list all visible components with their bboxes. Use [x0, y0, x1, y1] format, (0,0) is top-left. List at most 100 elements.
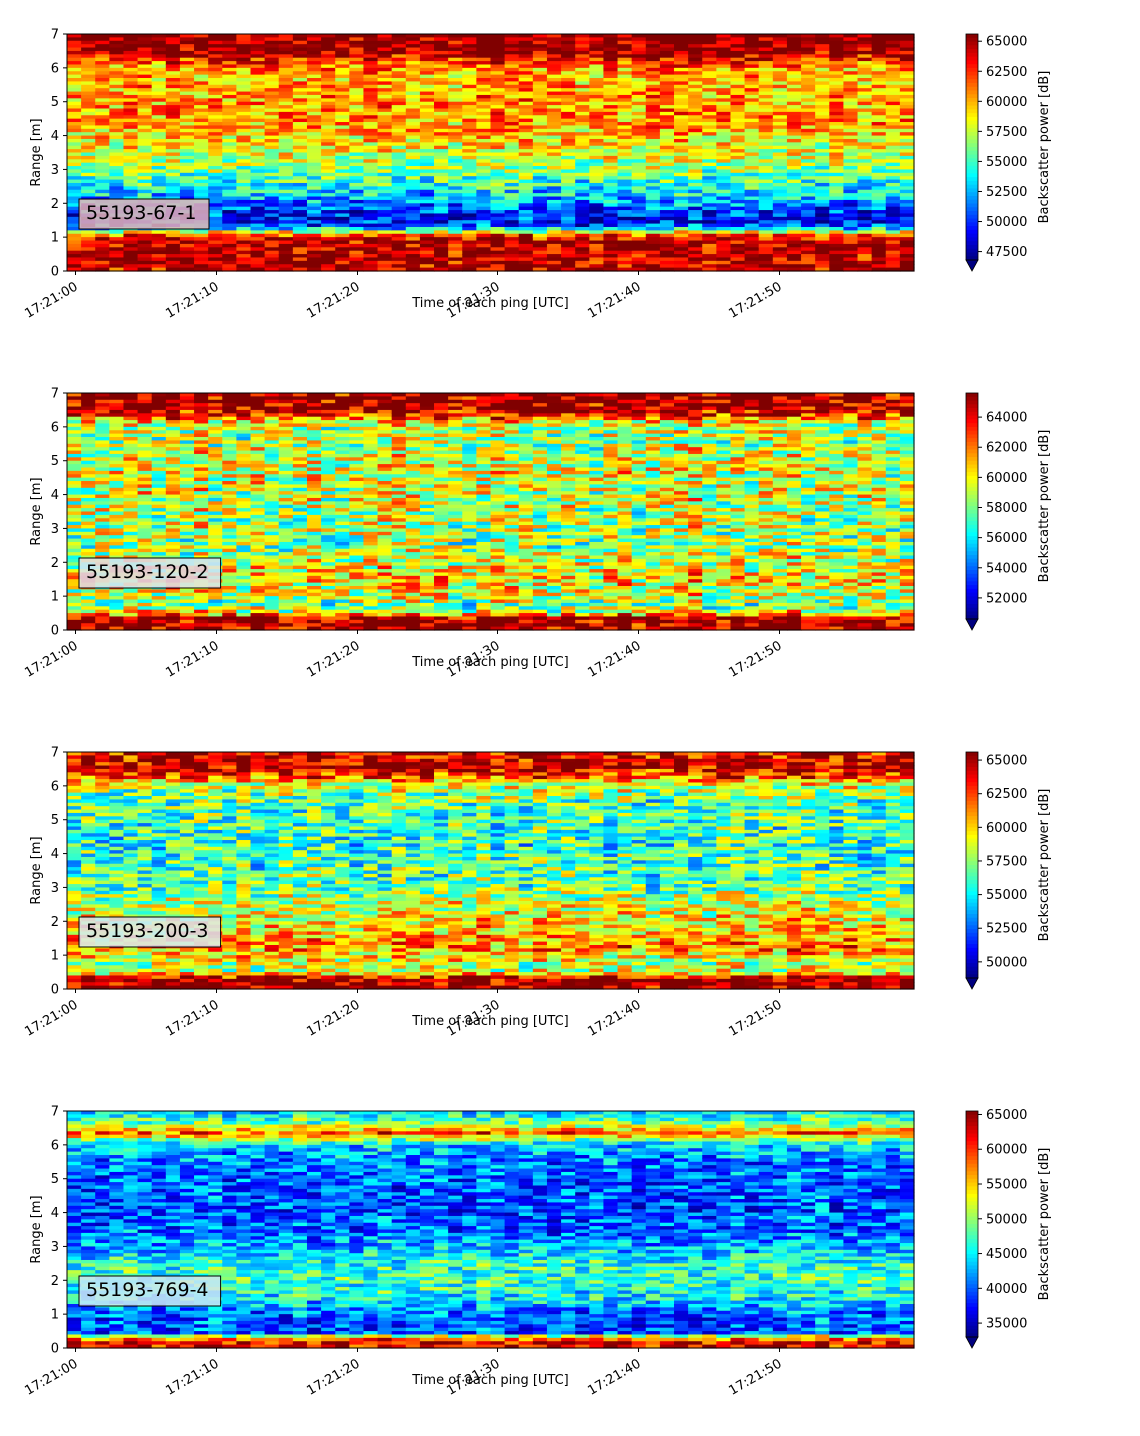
heatmap-cell — [179, 159, 195, 164]
heatmap-cell — [67, 213, 82, 218]
heatmap-cell — [815, 247, 830, 252]
heatmap-cell — [137, 426, 153, 431]
heatmap-cell — [448, 111, 463, 116]
heatmap-cell — [645, 243, 661, 248]
heatmap-cell — [448, 37, 463, 42]
heatmap-cell — [236, 78, 252, 82]
heatmap-cell — [758, 37, 774, 42]
heatmap-cell — [674, 162, 689, 167]
heatmap-cell — [829, 128, 845, 133]
heatmap-cell — [165, 149, 181, 154]
heatmap-cell — [377, 193, 393, 198]
heatmap-cell — [95, 430, 110, 435]
heatmap-cell — [222, 91, 237, 96]
heatmap-cell — [292, 206, 308, 211]
heatmap-cell — [67, 555, 82, 560]
heatmap-cell — [377, 199, 393, 204]
heatmap-cell — [885, 84, 901, 89]
heatmap-cell — [306, 189, 322, 194]
heatmap-cell — [405, 162, 421, 167]
heatmap-cell — [405, 111, 421, 116]
heatmap-cell — [645, 260, 661, 265]
heatmap-cell — [67, 155, 82, 160]
heatmap-cell — [772, 152, 788, 157]
heatmap-cell — [730, 176, 746, 181]
heatmap-cell — [462, 240, 477, 245]
heatmap-cell — [137, 182, 153, 187]
heatmap-cell — [801, 94, 816, 99]
heatmap-cell — [617, 213, 633, 218]
heatmap-cell — [377, 91, 393, 96]
heatmap-cell — [123, 440, 139, 445]
heatmap-cell — [123, 152, 139, 157]
heatmap-cell — [95, 528, 110, 533]
heatmap-cell — [688, 34, 703, 38]
heatmap-cell — [575, 61, 590, 66]
heatmap-cell — [123, 501, 139, 506]
heatmap-cell — [829, 54, 845, 59]
heatmap-cell — [462, 40, 477, 45]
heatmap-cell — [109, 440, 125, 445]
heatmap-cell — [109, 599, 125, 604]
heatmap-cell — [292, 189, 308, 194]
heatmap-cell — [292, 254, 308, 259]
heatmap-cell — [363, 71, 379, 76]
heatmap-cell — [688, 74, 703, 79]
heatmap-cell — [716, 196, 732, 201]
heatmap-cell — [81, 233, 96, 238]
heatmap-cell — [306, 243, 322, 248]
heatmap-cell — [716, 189, 732, 194]
heatmap-cell — [871, 257, 887, 262]
heatmap-cell — [659, 67, 675, 72]
heatmap-cell — [772, 186, 788, 191]
heatmap-cell — [335, 88, 350, 93]
heatmap-cell — [857, 182, 873, 187]
heatmap-cell — [405, 44, 421, 49]
heatmap-cell — [899, 71, 915, 76]
heatmap-cell — [801, 254, 816, 259]
heatmap-cell — [448, 193, 463, 198]
heatmap-cell — [575, 78, 590, 82]
heatmap-cell — [871, 196, 887, 201]
heatmap-cell — [419, 149, 435, 154]
heatmap-cell — [67, 210, 82, 215]
heatmap-cell — [321, 152, 336, 157]
heatmap-cell — [716, 115, 732, 120]
heatmap-cell — [165, 602, 181, 607]
heatmap-cell — [81, 88, 96, 93]
heatmap-cell — [786, 250, 802, 255]
heatmap-cell — [208, 78, 223, 82]
heatmap-cell — [67, 525, 82, 530]
heatmap-cell — [631, 37, 647, 42]
heatmap-cell — [109, 413, 125, 418]
heatmap-cell — [81, 37, 96, 42]
heatmap-cell — [349, 260, 365, 265]
heatmap-cell — [194, 453, 209, 458]
heatmap-cell — [81, 538, 96, 543]
heatmap-cell — [476, 34, 492, 38]
heatmap-cell — [801, 172, 816, 177]
heatmap-cell — [504, 203, 520, 208]
heatmap-cell — [264, 122, 280, 127]
heatmap-cell — [857, 84, 873, 89]
heatmap-cell — [504, 142, 520, 147]
heatmap-cell — [476, 57, 492, 62]
heatmap-cell — [419, 247, 435, 252]
heatmap-cell — [434, 155, 449, 160]
heatmap-cell — [829, 71, 845, 76]
heatmap-cell — [730, 260, 746, 265]
heatmap-cell — [871, 264, 887, 269]
heatmap-cell — [109, 101, 125, 106]
heatmap-cell — [786, 111, 802, 116]
heatmap-cell — [179, 511, 195, 516]
heatmap-cell — [857, 118, 873, 123]
heatmap-cell — [815, 155, 830, 160]
heatmap-cell — [165, 115, 181, 120]
heatmap-cell — [603, 243, 619, 248]
heatmap-cell — [434, 247, 449, 252]
heatmap-cell — [165, 138, 181, 143]
heatmap-cell — [575, 115, 590, 120]
heatmap-cell — [631, 220, 647, 225]
heatmap-cell — [151, 440, 167, 445]
heatmap-cell — [504, 179, 520, 184]
